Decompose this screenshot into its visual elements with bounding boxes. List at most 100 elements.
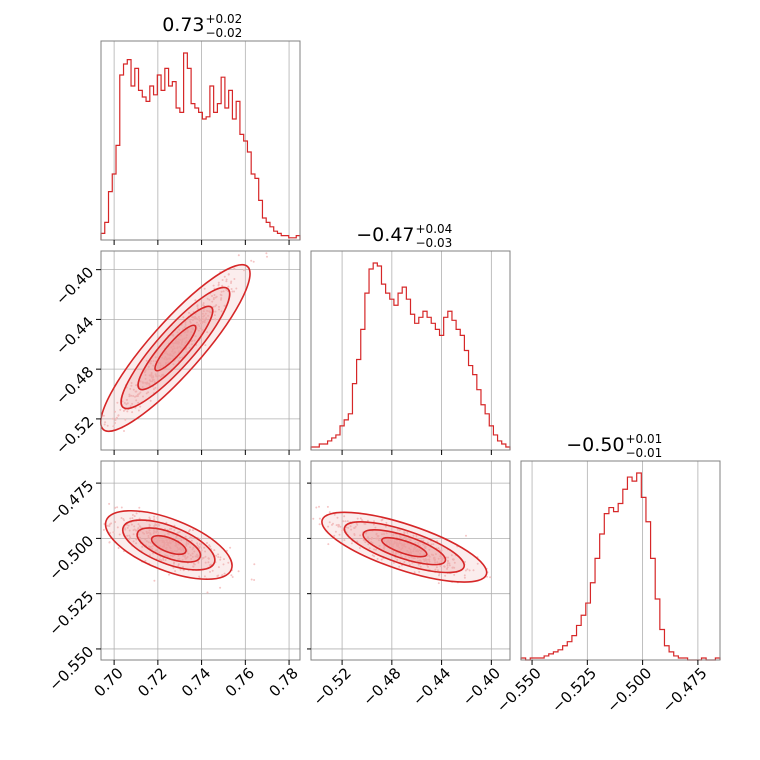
- scatter-point: [151, 545, 154, 547]
- title-main-1: 0.73: [162, 14, 204, 36]
- scatter-point: [147, 365, 150, 368]
- contour-level-4: [381, 536, 428, 558]
- scatter-point: [161, 374, 164, 377]
- scatter-point: [230, 288, 233, 290]
- scatter-point: [380, 558, 383, 561]
- scatter-point: [417, 543, 420, 546]
- scatter-point: [141, 381, 144, 384]
- scatter-point: [219, 558, 222, 561]
- scatter-point: [437, 547, 440, 550]
- panel-frame: [100, 250, 301, 451]
- grid-layer: [101, 41, 699, 660]
- scatter-point: [177, 565, 180, 567]
- scatter-point: [359, 534, 362, 537]
- scatter-point: [211, 569, 214, 572]
- scatter-point: [378, 544, 381, 547]
- scatter-point: [215, 554, 218, 557]
- scatter-point: [108, 523, 111, 526]
- scatter-point: [223, 572, 226, 575]
- scatter-point: [208, 298, 211, 301]
- scatter-point: [225, 278, 228, 281]
- scatter-point: [430, 543, 433, 546]
- scatter-point: [131, 514, 134, 516]
- scatter-point: [337, 525, 340, 528]
- contour-level-4: [154, 324, 197, 372]
- scatter-point: [128, 395, 131, 398]
- scatter-point: [453, 561, 456, 564]
- scatter-point: [133, 515, 136, 518]
- scatter-point: [266, 255, 268, 258]
- scatter-point: [130, 394, 133, 397]
- scatter-point: [428, 560, 431, 563]
- scatter-point: [154, 356, 157, 359]
- scatter-point: [136, 395, 139, 397]
- scatter-point: [439, 555, 442, 558]
- scatter-point: [158, 551, 161, 554]
- scatter-point: [155, 530, 158, 533]
- scatter-point: [149, 533, 152, 536]
- scatter-point: [220, 310, 223, 313]
- scatter-point: [191, 319, 194, 322]
- scatter-point: [396, 558, 399, 561]
- scatter-point: [318, 517, 321, 520]
- scatter-point: [135, 542, 138, 545]
- scatter-point: [343, 539, 346, 542]
- scatter-point: [196, 553, 198, 556]
- scatter-point: [132, 388, 135, 391]
- scatter-point: [451, 566, 454, 569]
- scatter-point: [438, 572, 441, 575]
- scatter-point: [153, 515, 156, 518]
- scatter-point: [374, 526, 377, 529]
- scatter-point: [231, 290, 234, 293]
- scatter-point: [198, 318, 200, 321]
- scatter-point: [385, 532, 388, 535]
- scatter-point: [135, 399, 138, 402]
- scatter-point: [446, 567, 448, 570]
- scatter-point: [112, 425, 115, 428]
- scatter-point: [399, 536, 402, 539]
- scatter-point: [223, 558, 225, 561]
- scatter-point: [130, 382, 133, 384]
- scatter-point: [189, 321, 192, 324]
- scatter-point: [145, 530, 148, 533]
- scatter-point: [135, 390, 138, 393]
- scatter-point: [129, 517, 132, 520]
- scatter-point: [201, 329, 204, 331]
- scatter-point: [214, 310, 217, 313]
- scatter-point: [117, 414, 120, 417]
- scatter-point: [189, 546, 192, 549]
- scatter-point: [166, 532, 169, 535]
- x-tick-label: −0.475: [659, 664, 711, 716]
- scatter-point: [108, 541, 111, 544]
- scatter-point: [181, 328, 184, 331]
- scatter-point: [128, 393, 131, 396]
- scatter-point: [188, 346, 191, 349]
- scatter-point: [141, 531, 144, 534]
- scatter-point: [218, 305, 220, 308]
- scatter-point: [176, 331, 179, 334]
- scatter-point: [346, 520, 349, 523]
- scatter-point: [152, 375, 155, 378]
- scatter-point: [106, 424, 109, 427]
- panel-frame: [310, 460, 511, 661]
- scatter-point: [131, 411, 134, 414]
- scatter-point: [132, 540, 135, 543]
- scatter-point: [207, 314, 210, 317]
- scatter-point: [220, 294, 223, 297]
- scatter-point: [217, 283, 220, 286]
- scatter-point: [342, 520, 345, 523]
- scatter-point: [381, 533, 383, 536]
- scatter-point: [137, 409, 140, 412]
- scatter-point: [133, 528, 136, 531]
- scatter-point: [156, 523, 159, 526]
- scatter-point: [202, 304, 205, 306]
- scatter-point: [385, 521, 388, 524]
- scatter-point: [363, 522, 366, 525]
- scatter-point: [196, 304, 199, 307]
- scatter-point: [206, 297, 209, 300]
- scatter-point: [152, 529, 155, 531]
- scatter-point: [147, 541, 150, 544]
- scatter-point: [203, 546, 206, 549]
- scatter-point: [143, 371, 146, 374]
- scatter-point: [328, 511, 331, 514]
